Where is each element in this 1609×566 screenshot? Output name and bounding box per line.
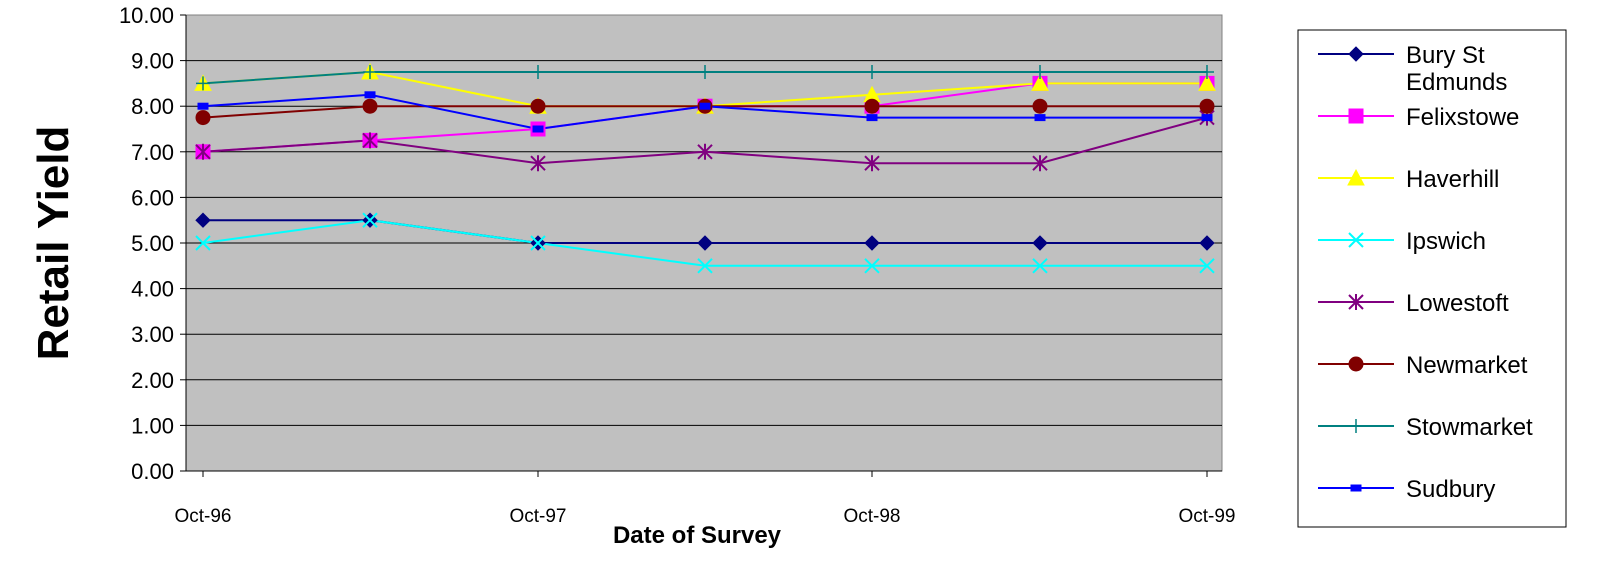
data-point-sudbury <box>532 125 544 133</box>
legend-box <box>1297 29 1567 528</box>
legend-label-bury-st-edmunds: Bury St Edmunds <box>1406 42 1507 96</box>
legend-label-stowmarket: Stowmarket <box>1406 414 1533 441</box>
y-tick-label: 8.00 <box>131 94 174 119</box>
legend: Bury St Edmunds Felixstowe Haverhill Ipswich… <box>1318 42 1533 503</box>
legend-label-line: Sudbury <box>1406 476 1495 503</box>
data-point-lowestoft <box>697 143 713 160</box>
legend-label-sudbury: Sudbury <box>1406 476 1495 503</box>
legend-marker-sudbury <box>1350 484 1362 492</box>
series-markers <box>194 62 1216 274</box>
y-tick-label: 2.00 <box>131 368 174 393</box>
legend-label-haverhill: Haverhill <box>1406 166 1499 193</box>
data-point-ipswich <box>1032 258 1048 274</box>
data-point-sudbury <box>1034 114 1046 122</box>
data-point-stowmarket <box>196 76 210 91</box>
legend-label-newmarket: Newmarket <box>1406 352 1528 379</box>
data-point-sudbury <box>866 114 878 122</box>
data-point-newmarket <box>864 98 880 114</box>
legend-marker-felixstowe <box>1348 108 1364 124</box>
data-point-stowmarket <box>698 65 712 79</box>
legend-label-line: Felixstowe <box>1406 104 1519 131</box>
x-tick-label: Oct-97 <box>509 506 566 527</box>
data-point-newmarket <box>195 110 211 126</box>
data-point-stowmarket <box>531 65 545 79</box>
data-point-sudbury <box>364 91 376 99</box>
data-point-bury-st-edmunds <box>697 235 713 251</box>
data-point-haverhill <box>1198 74 1216 91</box>
y-axis-title: Retail Yield <box>29 126 78 361</box>
legend-label-line: Ipswich <box>1406 228 1486 255</box>
y-tick-label: 3.00 <box>131 322 174 347</box>
legend-marker-newmarket <box>1348 356 1364 372</box>
x-tick-label: Oct-99 <box>1178 506 1235 527</box>
data-point-lowestoft <box>195 143 211 160</box>
legend-marker-bury-st-edmunds <box>1348 46 1364 62</box>
data-point-ipswich <box>697 258 713 274</box>
legend-label-line: Lowestoft <box>1406 290 1509 317</box>
legend-marker-lowestoft <box>1348 294 1364 310</box>
legend-label-ipswich: Ipswich <box>1406 228 1486 255</box>
y-tick-label: 6.00 <box>131 185 174 210</box>
axes: 0.00 1.00 2.00 3.00 4.00 5.00 6.00 7.00 8.00 9.00… <box>119 3 1236 527</box>
y-tick-label: 9.00 <box>131 49 174 74</box>
data-point-newmarket <box>362 98 378 114</box>
legend-label-line: Bury St <box>1406 42 1485 69</box>
data-point-ipswich <box>1199 258 1215 274</box>
legend-label-line: Stowmarket <box>1406 414 1533 441</box>
y-tick-label: 7.00 <box>131 140 174 165</box>
x-tick-label: Oct-96 <box>174 506 231 527</box>
data-point-newmarket <box>530 98 546 114</box>
data-point-sudbury <box>197 102 209 110</box>
y-tick-label: 0.00 <box>131 459 174 484</box>
data-point-lowestoft <box>864 155 880 172</box>
data-point-bury-st-edmunds <box>864 235 880 251</box>
y-tick-label: 1.00 <box>131 413 174 438</box>
data-point-newmarket <box>1199 98 1215 114</box>
data-point-lowestoft <box>530 155 546 172</box>
legend-marker-stowmarket <box>1349 419 1363 433</box>
data-point-sudbury <box>699 102 711 110</box>
data-point-ipswich <box>362 212 378 228</box>
data-point-ipswich <box>195 235 211 251</box>
data-point-stowmarket <box>1200 65 1214 79</box>
y-tick-label: 5.00 <box>131 231 174 256</box>
data-point-ipswich <box>864 258 880 274</box>
legend-label-line: Newmarket <box>1406 352 1528 379</box>
data-point-newmarket <box>1032 98 1048 114</box>
legend-label-felixstowe: Felixstowe <box>1406 104 1519 131</box>
legend-marker-haverhill <box>1347 168 1365 186</box>
x-tick-label: Oct-98 <box>843 506 900 527</box>
data-point-stowmarket <box>865 65 879 79</box>
legend-label-line: Haverhill <box>1406 166 1499 193</box>
gridlines <box>186 60 1222 426</box>
data-point-lowestoft <box>362 132 378 149</box>
data-point-sudbury <box>1201 114 1213 122</box>
y-tick-label: 4.00 <box>131 277 174 302</box>
legend-marker-ipswich <box>1348 232 1364 248</box>
data-point-haverhill <box>1031 74 1049 91</box>
x-axis-title: Date of Survey <box>613 522 782 549</box>
data-point-bury-st-edmunds <box>1199 235 1215 251</box>
data-point-stowmarket <box>363 65 377 79</box>
legend-label-line: Edmunds <box>1406 69 1507 96</box>
data-point-bury-st-edmunds <box>195 212 211 228</box>
data-point-ipswich <box>530 235 546 251</box>
data-point-stowmarket <box>1033 65 1047 79</box>
data-point-bury-st-edmunds <box>1032 235 1048 251</box>
y-tick-label: 10.00 <box>119 3 174 28</box>
data-point-lowestoft <box>1032 155 1048 172</box>
legend-label-lowestoft: Lowestoft <box>1406 290 1509 317</box>
